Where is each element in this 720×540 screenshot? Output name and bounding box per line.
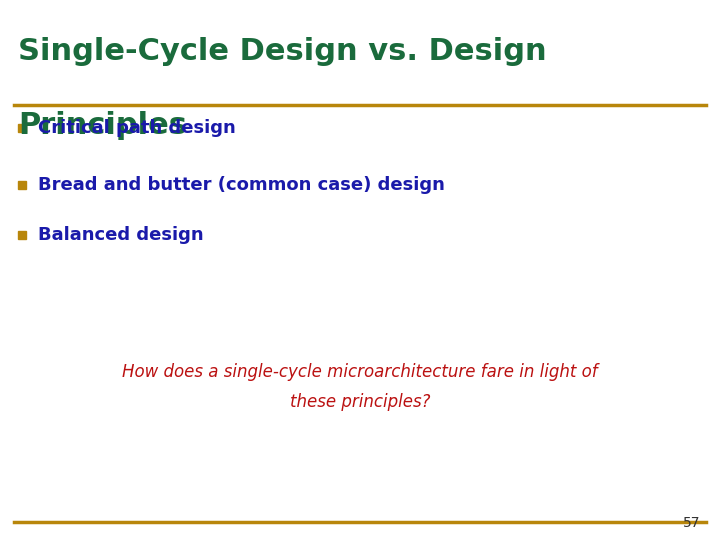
Text: Single-Cycle Design vs. Design: Single-Cycle Design vs. Design bbox=[18, 37, 546, 66]
Text: 57: 57 bbox=[683, 516, 700, 530]
Text: Critical path design: Critical path design bbox=[38, 119, 235, 137]
Bar bbox=[18, 231, 26, 239]
Text: these principles?: these principles? bbox=[289, 393, 431, 411]
Text: Bread and butter (common case) design: Bread and butter (common case) design bbox=[38, 176, 445, 194]
Bar bbox=[18, 181, 26, 189]
Text: Principles: Principles bbox=[18, 111, 187, 139]
Text: How does a single-cycle microarchitecture fare in light of: How does a single-cycle microarchitectur… bbox=[122, 363, 598, 381]
Bar bbox=[18, 124, 26, 132]
Text: Balanced design: Balanced design bbox=[38, 226, 204, 244]
